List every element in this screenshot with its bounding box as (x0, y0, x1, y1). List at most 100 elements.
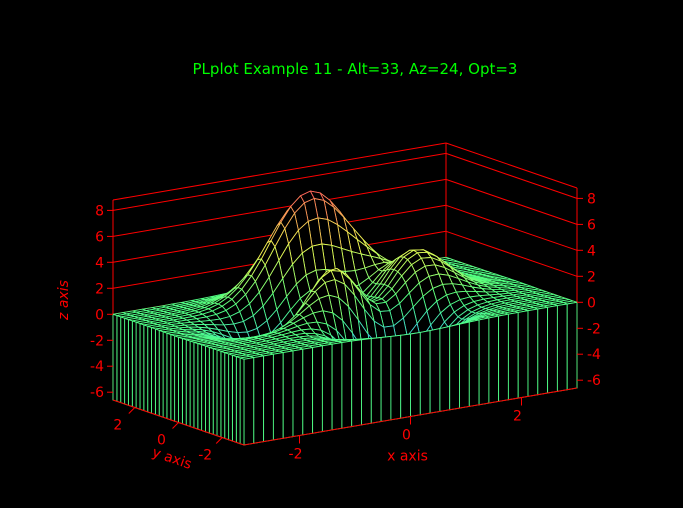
side-skirt-cell (193, 341, 199, 430)
side-skirt-cell (112, 313, 118, 402)
x-tick-label: 2 (513, 409, 522, 425)
z-axis-label: z axis (56, 280, 72, 321)
z-tick-label-right: 6 (587, 217, 596, 233)
side-skirt-cell (231, 354, 237, 444)
zgrid-back-line (112, 178, 447, 237)
side-skirt-cell (361, 338, 372, 426)
side-skirt-cell (331, 342, 343, 431)
z-tick-label-left: 0 (95, 307, 104, 323)
side-skirt-cell (220, 350, 226, 440)
side-skirt-cell (154, 328, 160, 417)
side-skirt-cell (120, 316, 126, 405)
side-skirt-cell (439, 325, 451, 413)
side-skirt-cell (205, 345, 210, 434)
side-skirt-cell (478, 317, 490, 406)
side-skirt-cell (208, 346, 214, 436)
box-top-right-edge (445, 142, 578, 189)
y-tick-mark (215, 437, 223, 444)
side-skirt-cell (321, 343, 333, 433)
y-tick-mark (128, 407, 136, 414)
z-tick-label-right: 8 (587, 191, 596, 207)
side-skirt-cell (212, 348, 218, 437)
side-skirt-cell (390, 334, 402, 421)
x-axis-label: x axis (387, 449, 428, 465)
box-top-back-edge (112, 142, 447, 201)
side-skirt-cell (263, 353, 274, 443)
surface-mesh (112, 190, 578, 446)
z-tick-label-left: -2 (90, 333, 104, 349)
z-tick-label-left: 2 (95, 281, 104, 297)
side-skirt-cell (351, 339, 362, 428)
z-tick-label-left: -6 (90, 385, 104, 401)
y-tick-mark (172, 422, 179, 429)
side-skirt-cell (380, 335, 392, 423)
z-tick-label-right: 2 (587, 269, 596, 285)
side-skirt-cell (239, 357, 245, 446)
side-skirt-cell (468, 319, 480, 407)
side-skirt-cell (400, 333, 411, 419)
side-skirt-cell (162, 331, 168, 420)
z-tick-label-right: -4 (587, 347, 601, 363)
side-skirt-cell (312, 345, 323, 434)
y-tick-label: 2 (113, 418, 122, 434)
side-skirt-cell (189, 340, 195, 429)
side-skirt-cell (228, 353, 233, 442)
x-tick-label: -2 (289, 447, 303, 463)
side-skirt-cell (235, 355, 241, 445)
side-skirt-cell (243, 357, 255, 446)
side-skirt-cell (178, 336, 183, 425)
zgrid-right-line (445, 230, 578, 277)
z-tick-label-right: -2 (587, 321, 601, 337)
side-skirt-cell (197, 342, 203, 432)
side-skirt-cell (143, 324, 149, 413)
side-skirt-cell (282, 350, 294, 439)
side-skirt-cell (174, 335, 179, 424)
z-tick-label-left: 6 (95, 229, 104, 245)
side-skirt-cell (459, 321, 470, 409)
side-skirt-cell (341, 340, 353, 429)
z-tick-label-left: -4 (90, 359, 104, 375)
side-skirt-cell (429, 328, 441, 414)
side-skirt-cell (147, 325, 152, 414)
x-tick-label: 0 (402, 428, 411, 444)
side-skirt-cell (410, 331, 421, 418)
side-skirt-cell (449, 323, 460, 411)
side-skirt-cell (166, 332, 172, 421)
z-tick-label-right: -6 (587, 373, 601, 389)
side-skirt-cell (547, 305, 558, 394)
zgrid-right-line (445, 178, 578, 225)
y-tick-label: -2 (198, 448, 212, 464)
side-skirt-cell (170, 333, 176, 422)
side-skirt-cell (292, 348, 304, 438)
zgrid-right-line (445, 152, 578, 199)
side-skirt-cell (527, 308, 539, 397)
side-skirt-cell (131, 320, 137, 409)
z-tick-label-right: 0 (587, 295, 596, 311)
side-skirt-cell (139, 322, 145, 412)
side-skirt-cell (181, 337, 187, 426)
side-skirt-cell (272, 352, 284, 441)
side-skirt-cell (507, 311, 519, 401)
side-skirt-cell (370, 336, 382, 424)
y-tick-label: 0 (157, 433, 166, 449)
z-tick-label-left: 8 (95, 203, 104, 219)
side-skirt-cell (517, 310, 529, 399)
side-skirt-cell (124, 317, 129, 406)
zgrid-right-line (445, 204, 578, 251)
side-skirt-cell (253, 355, 265, 444)
side-skirt-cell (556, 303, 568, 392)
side-skirt-cell (216, 349, 222, 438)
side-skirt-cell (127, 318, 133, 408)
side-skirt-cell (151, 326, 156, 416)
zgrid-back-line (112, 152, 447, 211)
side-skirt-cell (135, 321, 141, 410)
side-skirt-cell (201, 344, 206, 433)
chart-title: PLplot Example 11 - Alt=33, Az=24, Opt=3 (193, 60, 518, 78)
side-skirt-cell (224, 352, 230, 441)
side-skirt-cell (488, 315, 500, 404)
side-skirt-cell (419, 330, 431, 416)
side-skirt-cell (158, 329, 164, 418)
y-axis-label: y axis (150, 445, 194, 473)
